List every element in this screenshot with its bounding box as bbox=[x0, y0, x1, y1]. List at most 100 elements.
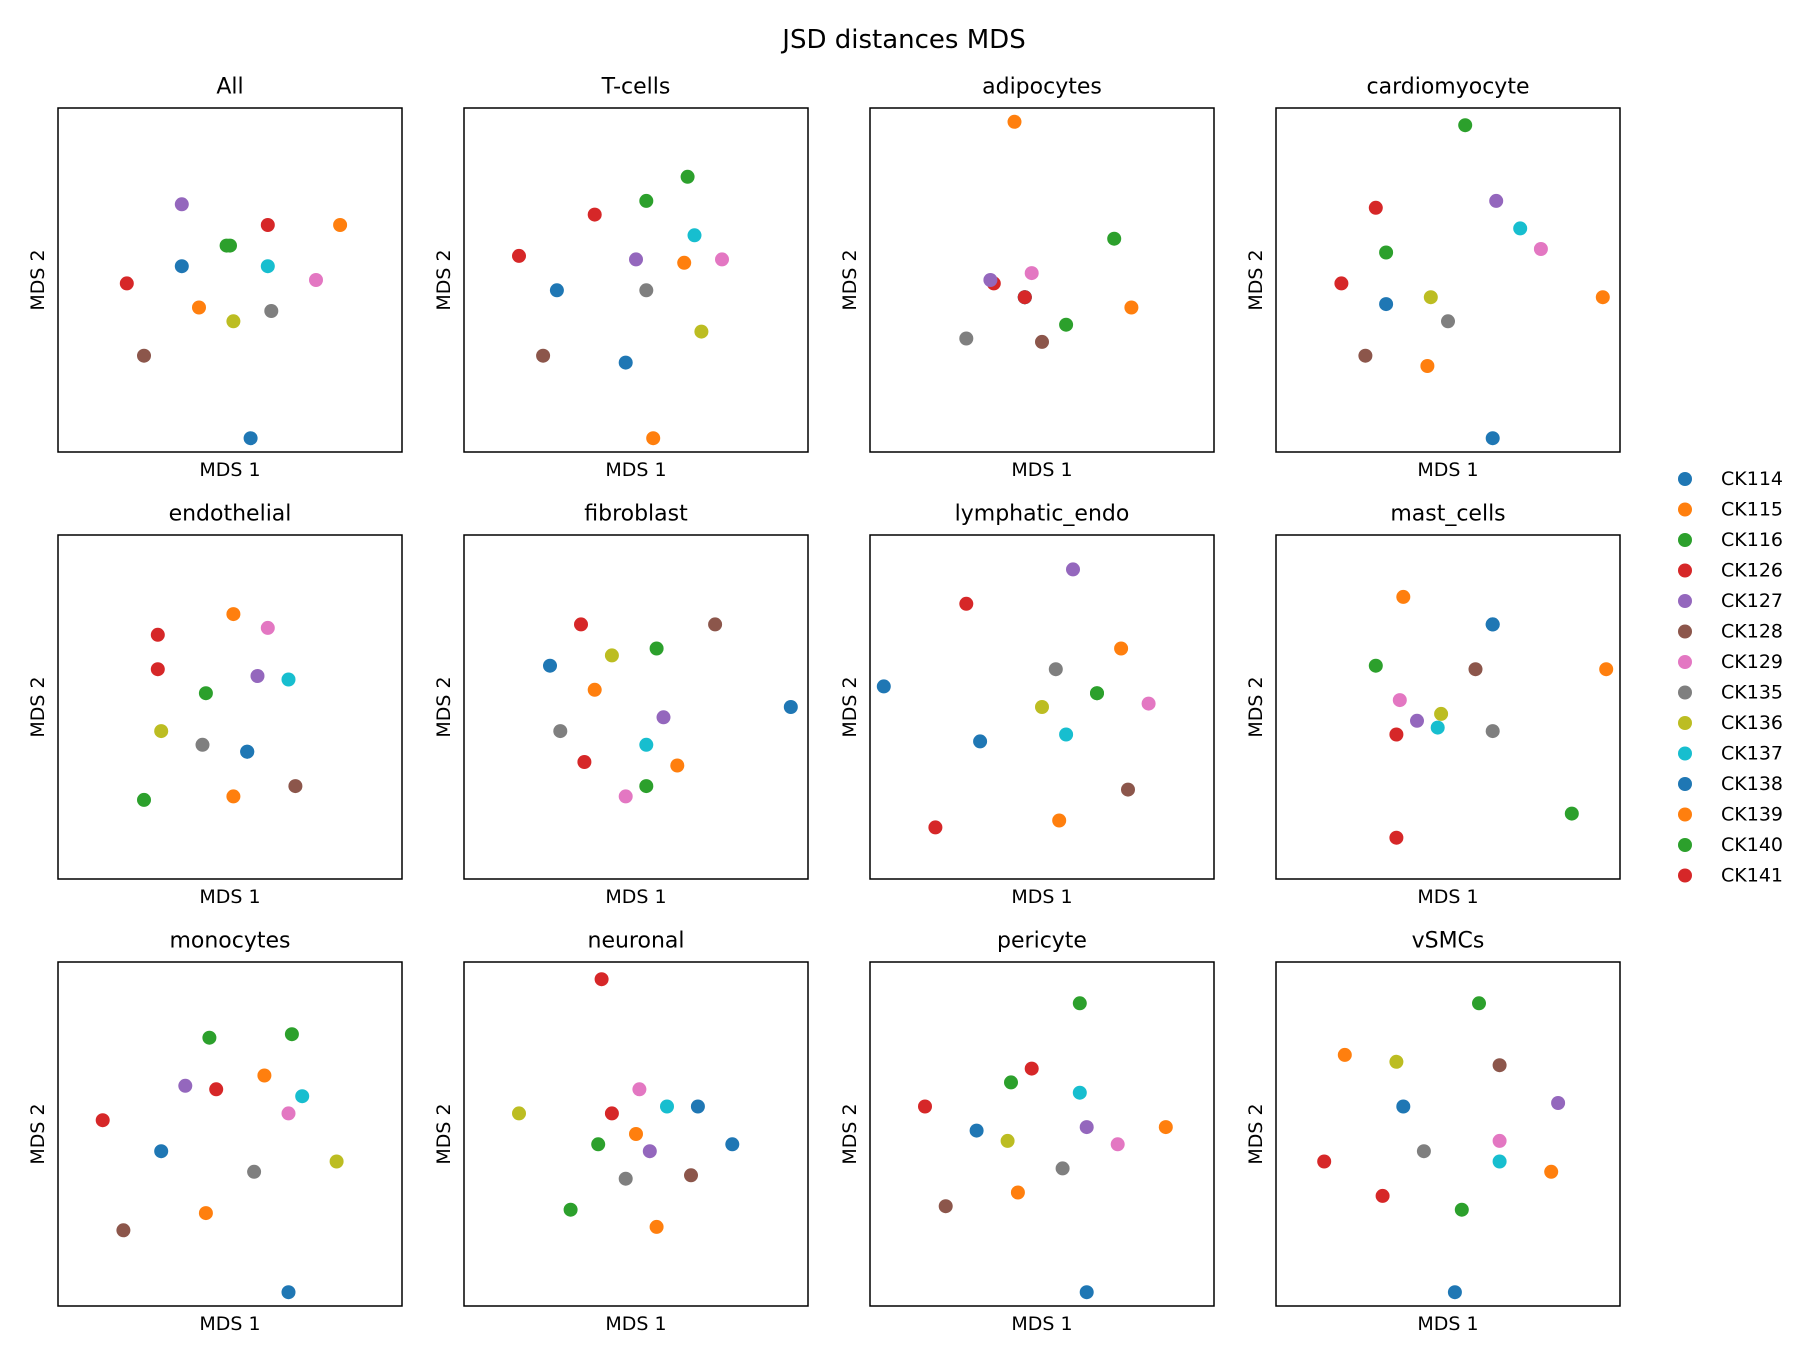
point-ck137 bbox=[1072, 1085, 1087, 1100]
panel-title: fibroblast bbox=[584, 502, 688, 527]
point-ck128 bbox=[137, 348, 151, 363]
point-ck127 bbox=[642, 1144, 657, 1159]
point-ck116 bbox=[591, 1137, 606, 1152]
point-ck114 bbox=[243, 431, 258, 446]
point-ck128 bbox=[1358, 348, 1373, 363]
point-ck140 bbox=[1004, 1075, 1018, 1090]
point-ck127 bbox=[656, 710, 671, 725]
x-axis-label: MDS 1 bbox=[199, 886, 260, 908]
y-axis-label: MDS 2 bbox=[1245, 249, 1267, 310]
point-ck114 bbox=[973, 734, 988, 749]
panel-title: T-cells bbox=[601, 75, 671, 100]
y-axis-label: MDS 2 bbox=[1245, 1103, 1267, 1164]
point-ck129 bbox=[281, 1106, 296, 1121]
panel-2: adipocytes MDS 1 MDS 2 bbox=[839, 75, 1215, 481]
point-ck139 bbox=[1124, 300, 1139, 315]
panel-title: mast_cells bbox=[1390, 502, 1505, 527]
panel-title: monocytes bbox=[169, 929, 290, 954]
panel-title: pericyte bbox=[997, 929, 1087, 954]
point-ck140 bbox=[284, 1027, 299, 1042]
point-ck129 bbox=[1392, 693, 1407, 708]
point-ck141 bbox=[119, 276, 134, 291]
point-ck136 bbox=[226, 314, 241, 329]
legend-label-ck135: CK135 bbox=[1721, 682, 1783, 704]
point-ck137 bbox=[281, 672, 296, 687]
legend-label-ck114: CK114 bbox=[1721, 468, 1783, 490]
panel-title: cardiomyocyte bbox=[1367, 75, 1530, 100]
point-ck127 bbox=[1079, 1120, 1094, 1135]
point-ck126 bbox=[209, 1082, 224, 1097]
legend-label-ck115: CK115 bbox=[1721, 499, 1783, 521]
panel-5: fibroblast MDS 1 MDS 2 bbox=[433, 502, 809, 908]
point-ck135 bbox=[1048, 662, 1063, 677]
x-axis-label: MDS 1 bbox=[605, 459, 666, 481]
point-ck128 bbox=[288, 779, 303, 794]
legend-marker-ck126 bbox=[1678, 563, 1692, 578]
point-ck139 bbox=[333, 218, 348, 232]
legend-marker-ck135 bbox=[1678, 685, 1692, 700]
panel-title: adipocytes bbox=[982, 75, 1102, 100]
point-ck139 bbox=[587, 682, 602, 697]
point-ck115 bbox=[192, 300, 206, 315]
x-axis-label: MDS 1 bbox=[1011, 886, 1072, 908]
legend-marker-ck139 bbox=[1678, 807, 1692, 822]
point-ck141 bbox=[918, 1099, 932, 1114]
panel-1: T-cells MDS 1 MDS 2 bbox=[433, 75, 809, 481]
point-ck139 bbox=[1599, 662, 1614, 677]
x-axis-label: MDS 1 bbox=[1417, 1313, 1478, 1335]
point-ck115 bbox=[1052, 813, 1067, 828]
point-ck126 bbox=[260, 218, 275, 232]
panel-frame bbox=[463, 534, 809, 880]
point-ck126 bbox=[574, 617, 588, 632]
point-ck129 bbox=[1533, 242, 1548, 256]
y-axis-label: MDS 2 bbox=[27, 249, 49, 310]
legend-label-ck127: CK127 bbox=[1721, 590, 1783, 612]
point-ck135 bbox=[553, 724, 568, 739]
panel-0: All MDS 1 MDS 2 bbox=[27, 75, 403, 481]
point-ck114 bbox=[618, 355, 633, 370]
point-ck141 bbox=[577, 755, 592, 769]
point-ck139 bbox=[677, 255, 692, 270]
point-ck138 bbox=[549, 283, 564, 298]
panel-frame bbox=[463, 107, 809, 453]
x-axis-label: MDS 1 bbox=[1011, 459, 1072, 481]
point-ck140 bbox=[649, 641, 664, 656]
point-ck138 bbox=[876, 679, 891, 694]
point-ck128 bbox=[1468, 662, 1483, 677]
point-ck137 bbox=[295, 1089, 310, 1104]
point-ck139 bbox=[629, 1127, 643, 1141]
x-axis-label: MDS 1 bbox=[605, 1313, 666, 1335]
point-ck141 bbox=[150, 662, 165, 677]
panel-title: neuronal bbox=[588, 929, 685, 954]
point-ck136 bbox=[1423, 290, 1438, 305]
point-ck135 bbox=[264, 304, 279, 318]
point-ck127 bbox=[1066, 562, 1080, 577]
point-ck137 bbox=[1492, 1154, 1507, 1169]
point-ck126 bbox=[604, 1106, 619, 1121]
x-axis-label: MDS 1 bbox=[199, 459, 260, 481]
panel-title: endothelial bbox=[169, 502, 292, 527]
point-ck137 bbox=[1513, 221, 1528, 236]
point-ck116 bbox=[1472, 996, 1486, 1011]
legend-label-ck138: CK138 bbox=[1721, 773, 1783, 795]
point-ck138 bbox=[1396, 1099, 1411, 1114]
point-ck138 bbox=[969, 1123, 984, 1138]
legend-marker-ck136 bbox=[1678, 716, 1692, 730]
point-ck127 bbox=[983, 273, 998, 287]
panel-frame bbox=[1275, 961, 1621, 1307]
legend-label-ck140: CK140 bbox=[1721, 834, 1783, 856]
legend-label-ck126: CK126 bbox=[1721, 560, 1783, 582]
point-ck127 bbox=[1551, 1096, 1566, 1110]
point-ck129 bbox=[715, 252, 729, 267]
point-ck140 bbox=[1368, 658, 1383, 673]
point-ck138 bbox=[1379, 297, 1394, 312]
point-ck136 bbox=[604, 648, 619, 663]
point-ck139 bbox=[1337, 1047, 1352, 1062]
point-ck116 bbox=[639, 779, 654, 794]
point-ck128 bbox=[1492, 1058, 1507, 1073]
point-ck116 bbox=[639, 193, 654, 208]
point-ck126 bbox=[1389, 727, 1404, 742]
point-ck136 bbox=[1434, 706, 1449, 721]
point-ck128 bbox=[938, 1199, 953, 1214]
